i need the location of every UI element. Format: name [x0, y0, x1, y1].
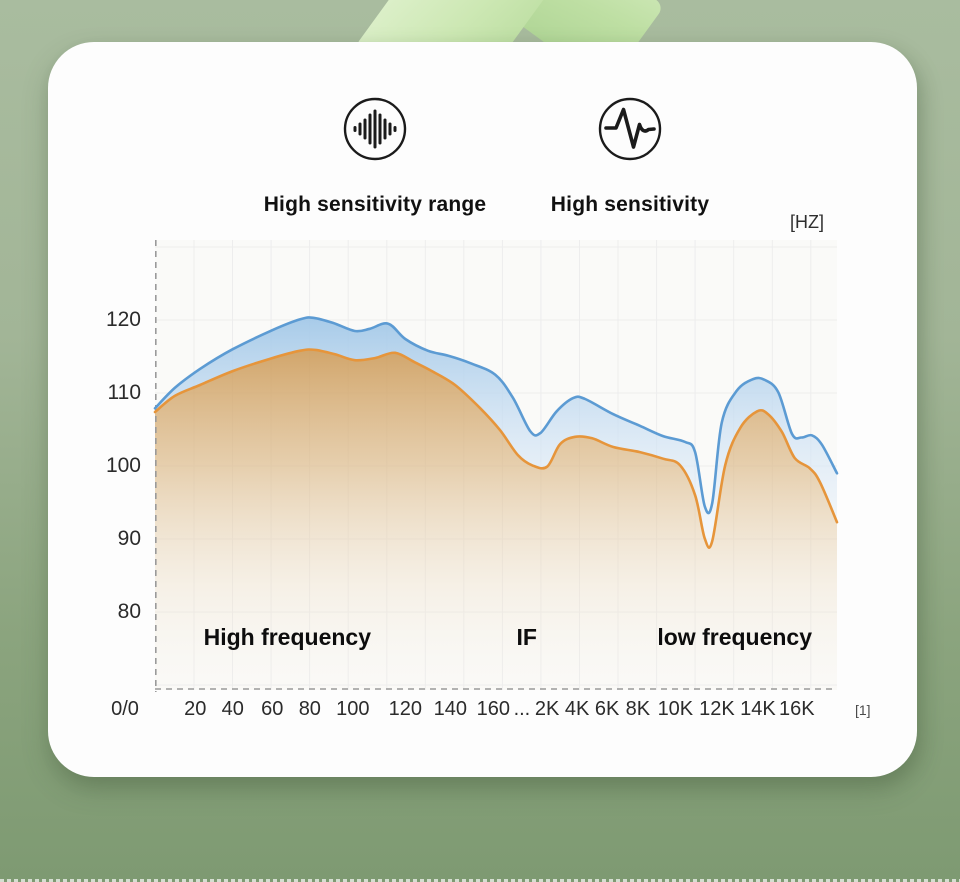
pulse-icon — [597, 96, 663, 162]
x-tick-10K: 10K — [657, 698, 694, 720]
x-tick-14K: 14K — [740, 698, 776, 720]
x-tick-6K: 6K — [594, 698, 620, 720]
feature-label-high-sensitivity: High sensitivity — [550, 193, 710, 216]
x-tick-8K: 8K — [625, 698, 651, 720]
x-tick-20: 20 — [184, 698, 207, 720]
frequency-response-chart: 120 110 100 90 80 20 40 60 80 100 120 140 160... 2K 4… — [106, 240, 871, 720]
y-tick-110: 110 — [107, 381, 141, 404]
x-tick-16K: 16K — [778, 698, 815, 720]
product-feature-card: High sensitivity range High sensitivity … — [48, 42, 917, 777]
zone-label-high-frequency: High frequency — [203, 624, 372, 650]
feature-high-sensitivity: High sensitivity — [518, 96, 742, 217]
perforation-strip — [0, 879, 960, 882]
x-tick-80: 80 — [298, 698, 321, 720]
y-tick-100: 100 — [105, 454, 141, 477]
origin-label: 0/0 — [111, 698, 139, 720]
y-tick-120: 120 — [105, 308, 141, 331]
x-tick-4K: 4K — [564, 698, 590, 720]
feature-high-sensitivity-range: High sensitivity range — [263, 96, 487, 217]
y-tick-90: 90 — [117, 527, 141, 550]
x-tick-2K: 2K — [534, 698, 560, 720]
x-tick-160: 160 — [476, 698, 510, 720]
x-tick-140: 140 — [433, 698, 467, 720]
soundwave-icon — [342, 96, 408, 162]
x-tick-120: 120 — [388, 698, 422, 720]
footnote-label: [1] — [855, 702, 871, 718]
x-tick-40: 40 — [221, 698, 244, 720]
chart-plot-area — [153, 240, 839, 692]
zone-label-if: IF — [516, 624, 537, 650]
x-tick-12K: 12K — [699, 698, 735, 720]
axis-unit-label: [HZ] — [790, 212, 824, 232]
x-tick-100: 100 — [336, 698, 370, 720]
feature-label-high-sensitivity-range: High sensitivity range — [263, 193, 487, 216]
y-tick-80: 80 — [117, 600, 141, 623]
x-tick-60: 60 — [261, 698, 284, 720]
x-tick-: ... — [513, 698, 531, 720]
zone-label-low-frequency: low frequency — [657, 624, 813, 650]
